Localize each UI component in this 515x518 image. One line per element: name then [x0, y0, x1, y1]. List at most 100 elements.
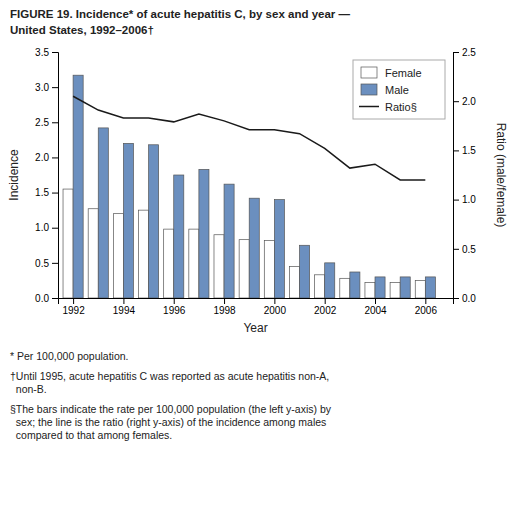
tick-mark	[453, 200, 459, 201]
footnote-line: †Until 1995, acute hepatitis C was repor…	[10, 370, 329, 382]
axis-line	[52, 53, 59, 299]
tick-label: 2006	[415, 305, 438, 316]
bar	[264, 240, 274, 298]
tick-mark	[453, 249, 459, 250]
bar	[340, 278, 350, 298]
tick: 1.5	[35, 187, 58, 198]
bar	[88, 209, 98, 298]
tick-label: 1.5	[35, 187, 49, 198]
bar	[63, 189, 73, 298]
tick-label: 1994	[113, 305, 136, 316]
tick-label: 2.5	[462, 47, 476, 58]
legend-item: Female	[361, 67, 422, 79]
tick-mark	[52, 298, 58, 299]
footnote-line: §The bars indicate the rate per 100,000 …	[10, 403, 332, 415]
tick: 1.5	[453, 145, 476, 156]
tick-mark	[73, 298, 74, 304]
tick-label: 3.5	[35, 47, 49, 58]
axis-line	[454, 53, 460, 299]
tick-mark	[52, 87, 58, 88]
tick-label: 0.0	[35, 293, 49, 304]
tick-mark	[52, 228, 58, 229]
x-axis: 19921994199619982000200220042006	[59, 298, 454, 316]
bar	[239, 240, 249, 298]
bar	[274, 200, 284, 298]
tick: 0.0	[453, 293, 476, 304]
tick-label: 1996	[163, 305, 186, 316]
footnote: §The bars indicate the rate per 100,000 …	[10, 403, 332, 441]
tick: 1994	[113, 298, 136, 316]
x-axis-title: Year	[243, 321, 267, 335]
bar	[415, 280, 425, 298]
tick-label: 2000	[264, 305, 287, 316]
tick: 1.0	[453, 194, 476, 205]
tick: 2.0	[453, 96, 476, 107]
tick-mark	[123, 298, 124, 304]
legend-item: Ratio§	[359, 101, 417, 113]
tick: 2000	[264, 298, 287, 316]
tick-label: 1.0	[35, 222, 49, 233]
axis-line	[59, 299, 454, 305]
bar	[289, 266, 299, 298]
legend-label: Ratio§	[385, 101, 417, 113]
tick: 2006	[415, 298, 438, 316]
bar	[139, 210, 149, 298]
bar	[315, 275, 325, 298]
tick-label: 2.5	[35, 117, 49, 128]
tick-mark	[453, 52, 459, 53]
bar	[199, 169, 209, 298]
tick-mark	[52, 157, 58, 158]
tick-mark	[52, 263, 58, 264]
bar	[174, 175, 184, 298]
tick-mark	[52, 52, 58, 53]
tick: 0.0	[35, 293, 58, 304]
y-axis: 0.0 0.5 1.0 1.5 2.0 2.5 3.0 3.5	[35, 47, 58, 304]
tick-mark	[453, 101, 459, 102]
tick-label: 1998	[213, 305, 236, 316]
bar	[189, 229, 199, 298]
bar-series	[63, 189, 425, 298]
tick: 2.5	[35, 117, 58, 128]
bar	[350, 272, 360, 298]
tick: 0.5	[453, 244, 476, 255]
legend-swatch	[359, 106, 379, 108]
legend-label: Male	[385, 84, 409, 96]
title: FIGURE 19. Incidence* of acute hepatitis…	[10, 8, 350, 20]
legend-swatch	[361, 84, 377, 95]
legend-item: Male	[361, 84, 409, 96]
tick: 1992	[62, 298, 85, 316]
tick-mark	[274, 298, 275, 304]
bar	[365, 283, 375, 298]
bar	[123, 143, 133, 298]
tick-label: 1992	[62, 305, 85, 316]
tick-label: 0.5	[462, 244, 476, 255]
footnote-line: sex; the line is the ratio (right y-axis…	[10, 416, 326, 428]
bar	[375, 277, 385, 298]
tick: 0.5	[35, 258, 58, 269]
legend-label: Female	[385, 67, 422, 79]
tick-mark	[174, 298, 175, 304]
tick: 2002	[314, 298, 337, 316]
bar	[149, 145, 159, 298]
chart: FIGURE 19. Incidence* of acute hepatitis…	[0, 0, 515, 518]
y2-axis: 0.0 0.5 1.0 1.5 2.0 2.5	[453, 47, 476, 304]
tick-label: 1.5	[462, 145, 476, 156]
tick-label: 3.0	[35, 82, 49, 93]
bar	[113, 214, 123, 298]
tick-mark	[453, 150, 459, 151]
bar	[390, 283, 400, 298]
bar	[98, 128, 108, 298]
tick: 1998	[213, 298, 236, 316]
tick-mark	[52, 193, 58, 194]
footnote-line: * Per 100,000 population.	[10, 350, 129, 362]
tick-label: 1.0	[462, 194, 476, 205]
tick: 2.5	[453, 47, 476, 58]
legend-frame	[353, 60, 445, 119]
tick-label: 2.0	[35, 152, 49, 163]
tick-mark	[52, 122, 58, 123]
legend: Female Male Ratio§	[353, 60, 445, 119]
tick-label: 0.0	[462, 293, 476, 304]
tick-mark	[224, 298, 225, 304]
footnote-line: compared to that among females.	[10, 429, 172, 441]
tick-label: 2002	[314, 305, 337, 316]
